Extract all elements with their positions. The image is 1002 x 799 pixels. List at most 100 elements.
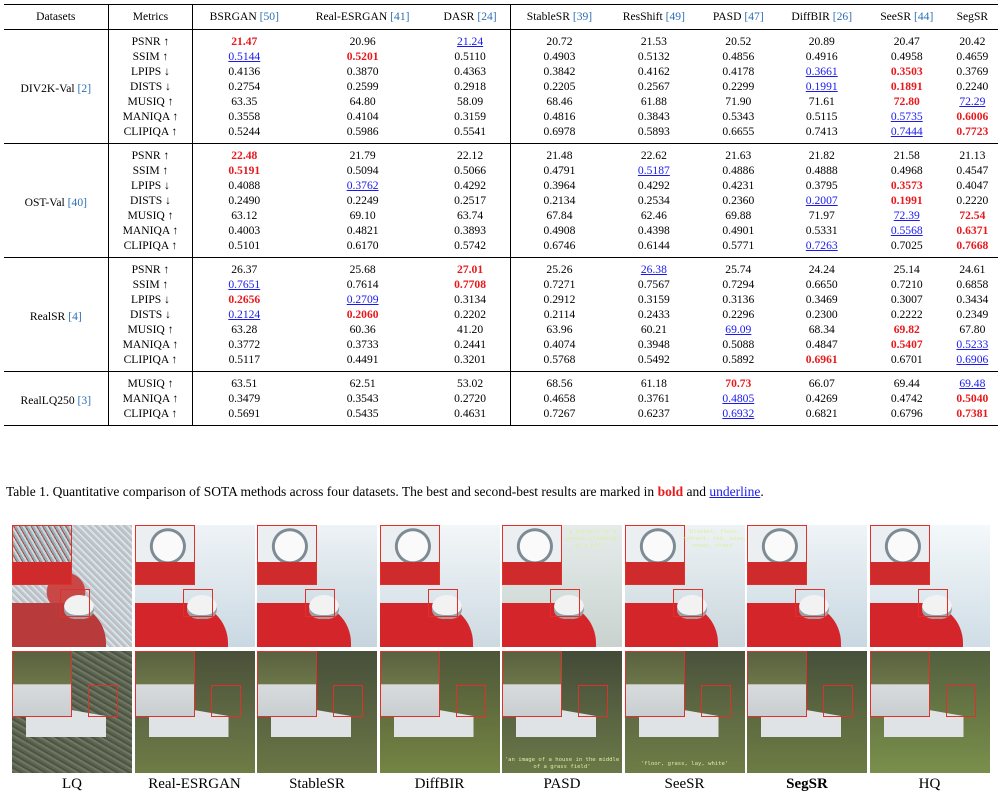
metric-name: SSIM ↑ [108,163,194,178]
zoom-inset [747,651,807,717]
metric-value: 0.3762 [295,178,430,193]
metric-value: 0.5735 [867,109,947,124]
table-row: SSIM ↑ 0.5144 0.5201 0.5110 0.4903 0.5132 0.48… [4,49,998,64]
citation-ref: [49] [665,10,685,23]
table-row: CLIPIQA ↑ 0.5117 0.4491 0.3201 0.5768 0.5492 0… [4,352,998,372]
value-text: 0.4231 [722,178,755,192]
metric-name: LPIPS ↓ [108,64,194,79]
second-best-value: 69.09 [725,322,752,336]
zoom-region-box [60,589,90,617]
metric-value: 0.4491 [295,352,430,372]
seesr-text-prompt-bottom: 'floor, grass, lay, white' [640,761,729,767]
value-text: 0.4074 [543,337,576,351]
best-value: 0.6371 [956,223,989,237]
metric-value: 21.82 [777,144,867,164]
metric-value: 0.2220 [947,193,998,208]
value-text: 0.2720 [454,391,487,405]
value-text: 0.3795 [805,178,838,192]
metric-value: 72.39 [867,208,947,223]
metric-value: 0.2249 [295,193,430,208]
second-best-value: 72.39 [893,208,920,222]
result-image-bottom [257,651,377,773]
metric-value: 72.54 [947,208,998,223]
dataset-group-ost-val: OST-Val [40] PSNR ↑ 22.48 21.79 22.12 21.48 22… [4,143,998,258]
value-text: 0.3469 [805,292,838,306]
value-text: 0.5115 [806,109,838,123]
value-text: 0.3893 [454,223,487,237]
best-value: 21.47 [231,34,258,48]
metric-value: 0.5568 [867,223,947,238]
value-text: 0.4908 [543,223,576,237]
metric-value: 0.2709 [295,292,430,307]
zoom-inset [379,525,440,585]
metric-value: 0.4816 [511,109,608,124]
metric-value: 67.80 [947,322,998,337]
value-text: 0.3842 [543,64,576,78]
metric-value: 0.3870 [295,64,430,79]
metric-name: MANIQA ↑ [108,391,194,406]
value-text: 0.2517 [454,193,487,207]
second-best-value: 0.5144 [228,49,261,63]
comparison-table: Datasets Metrics BSRGAN [50] Real-ESRGAN [4… [4,4,998,426]
column-header-label: DASR [443,10,475,23]
metric-value: 0.3503 [867,64,947,79]
metric-value: 0.4047 [947,178,998,193]
metric-value: 0.3769 [947,64,998,79]
metric-value: 62.51 [295,372,430,392]
value-text: 0.2300 [805,307,838,321]
value-text: 67.80 [959,322,986,336]
best-value: 72.80 [893,94,920,108]
zoom-region-box [672,589,703,617]
value-text: 0.4162 [637,64,670,78]
table-row: MUSIQ ↑ 63.35 64.80 58.09 68.46 61.88 71.90 71.… [4,94,998,109]
value-text: 0.6144 [637,238,670,252]
value-text: 0.2134 [543,193,576,207]
inset-jacket-shape [870,562,929,584]
metric-value: 0.3159 [608,292,700,307]
table-row: MUSIQ ↑ 63.12 69.10 63.74 67.84 62.46 69.88 71.… [4,208,998,223]
value-text: 0.4659 [956,49,989,63]
metric-value: 24.61 [947,258,998,278]
column-header-datasets: Datasets [4,4,109,30]
value-text: 25.26 [546,262,573,276]
metric-value: 0.2490 [193,193,295,208]
zoom-region-box [88,685,118,717]
metric-name: PSNR ↑ [108,257,194,277]
best-value: 0.6006 [956,109,989,123]
value-text: 0.4658 [543,391,576,405]
metric-value: 0.2360 [700,193,777,208]
metric-name: MANIQA ↑ [108,109,194,124]
metric-value: 0.4231 [700,178,777,193]
metric-value: 0.2299 [700,79,777,94]
second-best-value: 0.7651 [228,277,261,291]
value-text: 0.5893 [637,124,670,138]
metric-value: 0.4908 [511,223,608,238]
value-text: 0.4888 [805,163,838,177]
value-text: 0.7271 [543,277,576,291]
value-text: 0.2349 [956,307,989,321]
value-text: 0.4631 [454,406,487,420]
metric-name: DISTS ↓ [108,307,194,322]
metric-value: 0.6144 [608,238,700,258]
metric-value: 72.80 [867,94,947,109]
metric-value: 20.72 [511,30,608,50]
value-text: 0.5541 [454,124,487,138]
best-value: 72.54 [959,208,986,222]
column-header-dasr: DASR [24] [430,4,512,30]
value-text: 0.4903 [543,49,576,63]
dataset-name: OST-Val [40] [4,143,109,258]
value-text: 0.3007 [890,292,923,306]
second-best-value: 0.5233 [956,337,989,351]
value-text: 67.84 [546,208,573,222]
metric-value: 22.62 [608,144,700,164]
metric-value: 69.10 [295,208,430,223]
value-text: 0.3870 [346,64,379,78]
best-value: 0.7723 [956,124,989,138]
value-text: 0.2599 [346,79,379,93]
second-best-value: 0.7444 [890,124,923,138]
best-value: 0.5407 [890,337,923,351]
value-text: 0.3733 [346,337,379,351]
value-text: 63.96 [546,322,573,336]
value-text: 0.4958 [890,49,923,63]
metric-value: 0.5691 [193,406,295,426]
